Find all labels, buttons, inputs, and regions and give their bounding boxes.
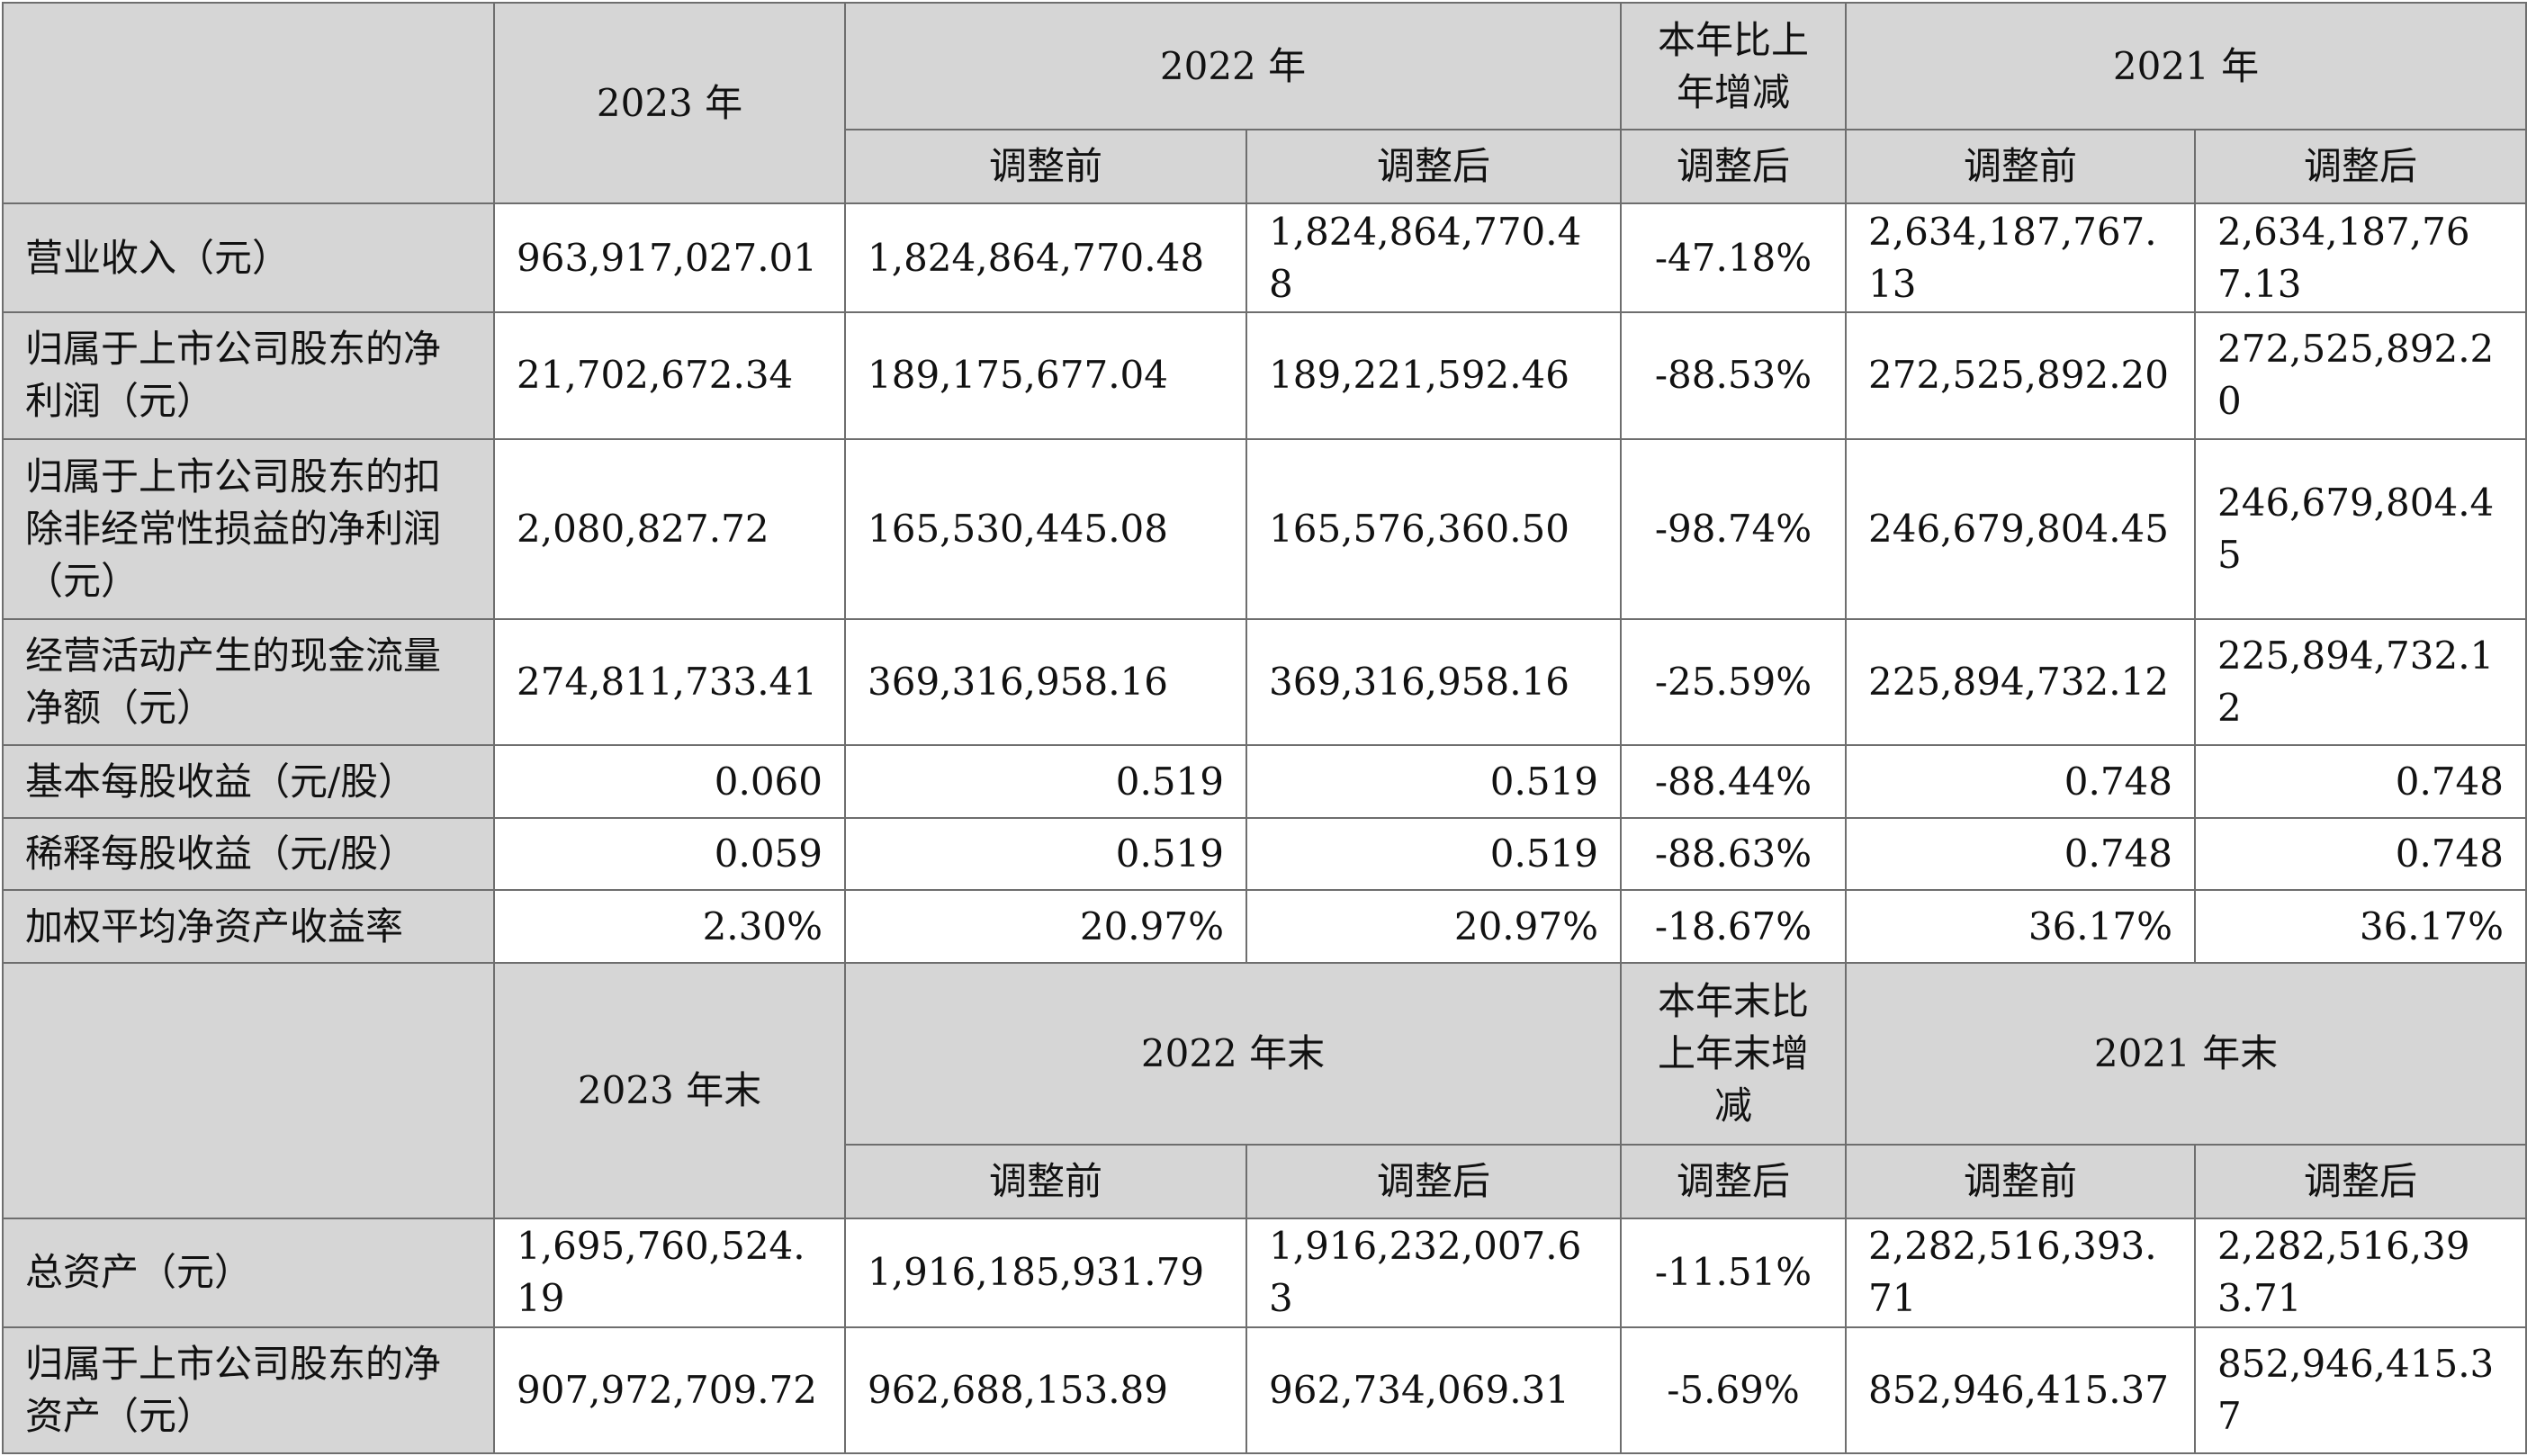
cell-2022-before: 1,824,864,770.48 bbox=[844, 202, 1247, 314]
cell-2021-before: 0.748 bbox=[1845, 743, 2196, 820]
header-2023-end: 2023 年末 bbox=[493, 962, 846, 1219]
cell-2022-before: 20.97% bbox=[844, 889, 1247, 965]
header-change-end: 本年末比上年末增减 bbox=[1620, 962, 1847, 1146]
cell-2021-after: 852,946,415.37 bbox=[2194, 1326, 2527, 1455]
table-row: 营业收入（元） 963,917,027.01 1,824,864,770.48 … bbox=[2, 202, 2527, 314]
row-label: 加权平均净资产收益率 bbox=[2, 889, 495, 965]
row-label: 营业收入（元） bbox=[2, 202, 495, 314]
row-label: 基本每股收益（元/股） bbox=[2, 743, 495, 820]
cell-2021-after: 2,282,516,393.71 bbox=[2194, 1217, 2527, 1328]
cell-change: -5.69% bbox=[1620, 1326, 1847, 1455]
header-row-years: 2023 年 2022 年 本年比上年增减 2021 年 bbox=[2, 1, 2527, 205]
table-row: 归属于上市公司股东的扣除非经常性损益的净利润（元） 2,080,827.72 1… bbox=[2, 437, 2527, 620]
cell-2021-after: 272,525,892.20 bbox=[2194, 311, 2527, 440]
cell-2021-before: 2,282,516,393.71 bbox=[1845, 1217, 2196, 1328]
row-label: 经营活动产生的现金流量净额（元） bbox=[2, 617, 495, 746]
cell-change: -18.67% bbox=[1620, 889, 1847, 965]
header-blank-cell bbox=[2, 1, 495, 205]
cell-change: -98.74% bbox=[1620, 437, 1847, 620]
cell-2021-after: 0.748 bbox=[2194, 743, 2527, 820]
header-2021-before: 调整前 bbox=[1845, 1143, 2196, 1219]
header-row-adjust-end: 调整前 调整后 调整后 调整前 调整后 bbox=[3, 1143, 2527, 1219]
cell-change: -11.51% bbox=[1620, 1217, 1847, 1328]
cell-2022-after: 962,734,069.31 bbox=[1246, 1326, 1622, 1455]
table-row: 归属于上市公司股东的净利润（元） 21,702,672.34 189,175,6… bbox=[2, 311, 2527, 440]
cell-change: -88.53% bbox=[1620, 311, 1847, 440]
header-2022: 2022 年 bbox=[844, 1, 1622, 131]
row-label: 归属于上市公司股东的扣除非经常性损益的净利润（元） bbox=[2, 437, 495, 620]
cell-2022-before: 189,175,677.04 bbox=[844, 311, 1247, 440]
cell-2023: 274,811,733.41 bbox=[493, 617, 846, 746]
cell-2023: 907,972,709.72 bbox=[493, 1326, 846, 1455]
cell-2023: 0.060 bbox=[493, 743, 846, 820]
table-row: 总资产（元） 1,695,760,524.19 1,916,185,931.79… bbox=[2, 1217, 2527, 1328]
cell-2021-before: 272,525,892.20 bbox=[1845, 311, 2196, 440]
cell-2022-after: 1,824,864,770.48 bbox=[1246, 202, 1622, 314]
cell-2021-before: 0.748 bbox=[1845, 817, 2196, 892]
table-row: 稀释每股收益（元/股） 0.059 0.519 0.519 -88.63% 0.… bbox=[2, 817, 2527, 892]
cell-change: -47.18% bbox=[1620, 202, 1847, 314]
cell-change: -25.59% bbox=[1620, 617, 1847, 746]
cell-2022-after: 1,916,232,007.63 bbox=[1246, 1217, 1622, 1328]
cell-2022-before: 1,916,185,931.79 bbox=[844, 1217, 1247, 1328]
header-2022-before: 调整前 bbox=[844, 129, 1247, 205]
cell-2021-before: 225,894,732.12 bbox=[1845, 617, 2196, 746]
row-label: 总资产（元） bbox=[2, 1217, 495, 1328]
cell-2023: 21,702,672.34 bbox=[493, 311, 846, 440]
header-2022-before: 调整前 bbox=[844, 1143, 1247, 1219]
cell-2023: 2.30% bbox=[493, 889, 846, 965]
row-label: 稀释每股收益（元/股） bbox=[2, 817, 495, 892]
cell-2021-before: 36.17% bbox=[1845, 889, 2196, 965]
cell-change: -88.44% bbox=[1620, 743, 1847, 820]
cell-change: -88.63% bbox=[1620, 817, 1847, 892]
header-2021-before: 调整前 bbox=[1845, 129, 2196, 205]
cell-2022-after: 189,221,592.46 bbox=[1246, 311, 1622, 440]
cell-2022-after: 165,576,360.50 bbox=[1246, 437, 1622, 620]
cell-2022-before: 0.519 bbox=[844, 743, 1247, 820]
header-2021-end: 2021 年末 bbox=[1845, 962, 2527, 1146]
header-2021: 2021 年 bbox=[1845, 1, 2527, 131]
header-change-after: 调整后 bbox=[1620, 1143, 1847, 1219]
header-2021-after: 调整后 bbox=[2194, 129, 2527, 205]
header-row-years-end: 2023 年末 2022 年末 本年末比上年末增减 2021 年末 bbox=[2, 962, 2527, 1219]
cell-2021-after: 2,634,187,767.13 bbox=[2194, 202, 2527, 314]
cell-2021-before: 852,946,415.37 bbox=[1845, 1326, 2196, 1455]
header-2021-after: 调整后 bbox=[2194, 1143, 2527, 1219]
cell-2022-after: 0.519 bbox=[1246, 817, 1622, 892]
header-blank-cell bbox=[2, 962, 495, 1219]
header-2022-after: 调整后 bbox=[1246, 1143, 1622, 1219]
cell-2022-before: 0.519 bbox=[844, 817, 1247, 892]
cell-2021-after: 36.17% bbox=[2194, 889, 2527, 965]
header-2023: 2023 年 bbox=[493, 1, 846, 205]
row-label: 归属于上市公司股东的净资产（元） bbox=[2, 1326, 495, 1455]
cell-2023: 0.059 bbox=[493, 817, 846, 892]
cell-2022-after: 0.519 bbox=[1246, 743, 1622, 820]
header-change: 本年比上年增减 bbox=[1620, 1, 1847, 131]
cell-2021-after: 0.748 bbox=[2194, 817, 2527, 892]
cell-2023: 2,080,827.72 bbox=[493, 437, 846, 620]
cell-2022-before: 962,688,153.89 bbox=[844, 1326, 1247, 1455]
row-label: 归属于上市公司股东的净利润（元） bbox=[2, 311, 495, 440]
cell-2023: 963,917,027.01 bbox=[493, 202, 846, 314]
header-row-adjust: 调整前 调整后 调整后 调整前 调整后 bbox=[3, 129, 2527, 205]
cell-2022-after: 20.97% bbox=[1246, 889, 1622, 965]
table-row: 基本每股收益（元/股） 0.060 0.519 0.519 -88.44% 0.… bbox=[2, 743, 2527, 820]
cell-2021-before: 2,634,187,767.13 bbox=[1845, 202, 2196, 314]
cell-2022-before: 369,316,958.16 bbox=[844, 617, 1247, 746]
header-2022-after: 调整后 bbox=[1246, 129, 1622, 205]
header-2022-end: 2022 年末 bbox=[844, 962, 1622, 1146]
header-change-after: 调整后 bbox=[1620, 129, 1847, 205]
cell-2022-before: 165,530,445.08 bbox=[844, 437, 1247, 620]
cell-2021-before: 246,679,804.45 bbox=[1845, 437, 2196, 620]
table-row: 经营活动产生的现金流量净额（元） 274,811,733.41 369,316,… bbox=[2, 617, 2527, 746]
cell-2022-after: 369,316,958.16 bbox=[1246, 617, 1622, 746]
cell-2021-after: 246,679,804.45 bbox=[2194, 437, 2527, 620]
cell-2021-after: 225,894,732.12 bbox=[2194, 617, 2527, 746]
table-row: 加权平均净资产收益率 2.30% 20.97% 20.97% -18.67% 3… bbox=[2, 889, 2527, 965]
table-row: 归属于上市公司股东的净资产（元） 907,972,709.72 962,688,… bbox=[2, 1326, 2527, 1455]
cell-2023: 1,695,760,524.19 bbox=[493, 1217, 846, 1328]
